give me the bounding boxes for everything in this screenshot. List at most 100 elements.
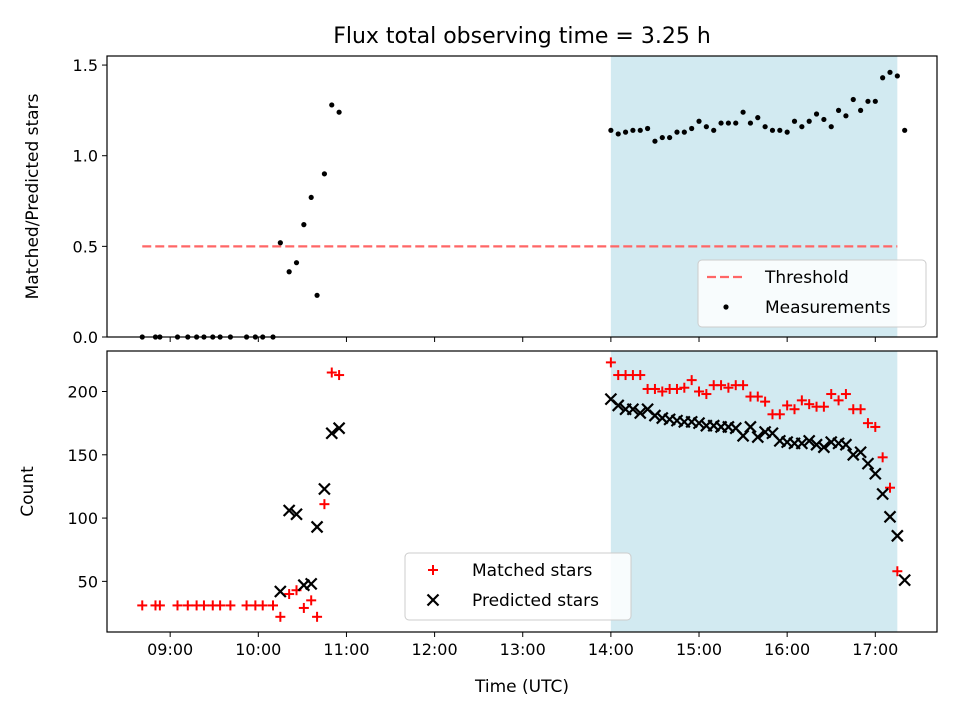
matched-star-point	[818, 401, 829, 412]
matched-star-point	[275, 611, 286, 622]
matched-star-point	[774, 409, 785, 420]
bottom-y-tick-label: 50	[78, 572, 98, 591]
predicted-star-point	[692, 416, 706, 430]
matched-star-point	[319, 499, 330, 510]
measurement-point	[843, 113, 849, 119]
x-tick-label: 15:00	[676, 640, 722, 659]
measurement-point	[755, 115, 761, 121]
bottom-series-matched-stars	[137, 357, 903, 622]
measurement-point	[769, 127, 776, 133]
predicted-star-point	[633, 406, 647, 420]
bottom-panel: 09:00 10:00 11:00 12:00 13:00 14:00 15:00 16:00…	[18, 350, 938, 659]
measurement-point	[293, 260, 300, 266]
matched-star-point	[284, 589, 295, 600]
predicted-star-point	[332, 421, 346, 435]
measurement-point	[733, 120, 739, 126]
matched-star-point	[635, 370, 646, 381]
top-axes-frame	[106, 55, 938, 338]
predicted-star-point	[854, 445, 867, 459]
matched-star-point	[855, 404, 866, 415]
predicted-star-point-b	[692, 416, 706, 430]
predicted-star-point	[325, 426, 339, 440]
predicted-star-point-b	[282, 504, 296, 517]
top-series-measurements	[139, 69, 908, 340]
matched-star-point	[679, 382, 690, 393]
measurement-point	[308, 194, 314, 201]
measurement-point	[725, 120, 731, 126]
legend-label: Matched stars	[472, 561, 592, 581]
predicted-star-point-b	[318, 482, 331, 496]
predicted-star-point-b	[729, 421, 743, 435]
measurement-point	[696, 118, 702, 124]
predicted-star-point	[318, 482, 331, 496]
top-y-axis-label: Matched/Predicted stars	[23, 93, 43, 299]
measurement-point	[277, 240, 283, 246]
legend-measurement-swatch	[723, 304, 729, 310]
predicted-star-point-b	[883, 510, 897, 524]
matched-star-point	[716, 380, 727, 391]
matched-star-point	[137, 600, 148, 611]
measurement-point	[865, 98, 871, 104]
predicted-star-point-b	[332, 421, 346, 435]
predicted-star-point-b	[839, 438, 853, 451]
matched-star-point	[694, 386, 705, 397]
predicted-star-point	[883, 510, 897, 524]
matched-star-point	[182, 600, 193, 611]
measurement-point	[652, 138, 658, 144]
predicted-star-point	[304, 577, 318, 591]
x-tick-label: 14:00	[588, 640, 634, 659]
legend-box	[697, 259, 927, 328]
predicted-star-point-b	[817, 440, 831, 454]
matched-star-point	[804, 399, 815, 410]
figure-title: Flux total observing time = 3.25 h	[333, 24, 711, 49]
legend-box	[404, 552, 632, 621]
matched-star-point	[826, 389, 837, 400]
matched-star-point	[782, 400, 793, 411]
bottom-y-tick-label: 200	[67, 383, 98, 402]
matched-star-point	[257, 600, 268, 611]
matched-star-point	[241, 600, 252, 611]
measurement-point	[835, 107, 842, 113]
measurement-point	[630, 127, 636, 133]
bottom-y-axis-label: Count	[18, 466, 38, 517]
x-tick-label: 11:00	[323, 640, 369, 659]
predicted-star-point-b	[633, 406, 647, 420]
x-tick-label: 13:00	[500, 640, 546, 659]
predicted-star-point-b	[846, 448, 860, 462]
top-legend: Threshold Measurements	[697, 259, 927, 328]
measurement-point	[718, 120, 724, 126]
top-y-tick-label: 0.5	[73, 237, 98, 256]
predicted-star-point-b	[876, 487, 889, 501]
matched-star-point	[796, 395, 807, 406]
top-y-tick-label: 0.0	[73, 328, 98, 347]
measurement-point	[711, 127, 717, 133]
x-tick-label: 10:00	[235, 640, 281, 659]
legend-label: Predicted stars	[472, 591, 599, 611]
predicted-star-point	[626, 402, 640, 416]
predicted-star-point	[611, 399, 625, 412]
predicted-star-point	[817, 440, 831, 454]
predicted-star-point-b	[751, 430, 765, 444]
matched-star-point	[649, 383, 660, 394]
predicted-star-point	[290, 508, 303, 521]
measurement-point	[681, 129, 687, 135]
matched-star-point	[326, 367, 337, 378]
predicted-star-point-b	[604, 392, 618, 406]
measurement-point	[902, 127, 908, 133]
measurement-point	[667, 134, 673, 141]
measurement-point	[314, 292, 320, 298]
legend-label: Threshold	[764, 268, 849, 288]
predicted-star-point	[282, 504, 296, 517]
measurement-point	[887, 69, 893, 75]
matched-star-point	[892, 566, 903, 577]
predicted-star-point-b	[274, 585, 287, 598]
measurement-point	[747, 120, 754, 126]
top-y-tick-label: 1.0	[73, 147, 98, 166]
measurement-point	[615, 131, 621, 137]
predicted-star-point	[898, 573, 911, 587]
predicted-star-point	[795, 437, 809, 450]
matched-star-point	[605, 357, 616, 368]
predicted-star-point-b	[898, 573, 911, 587]
measurement-point	[894, 73, 900, 79]
